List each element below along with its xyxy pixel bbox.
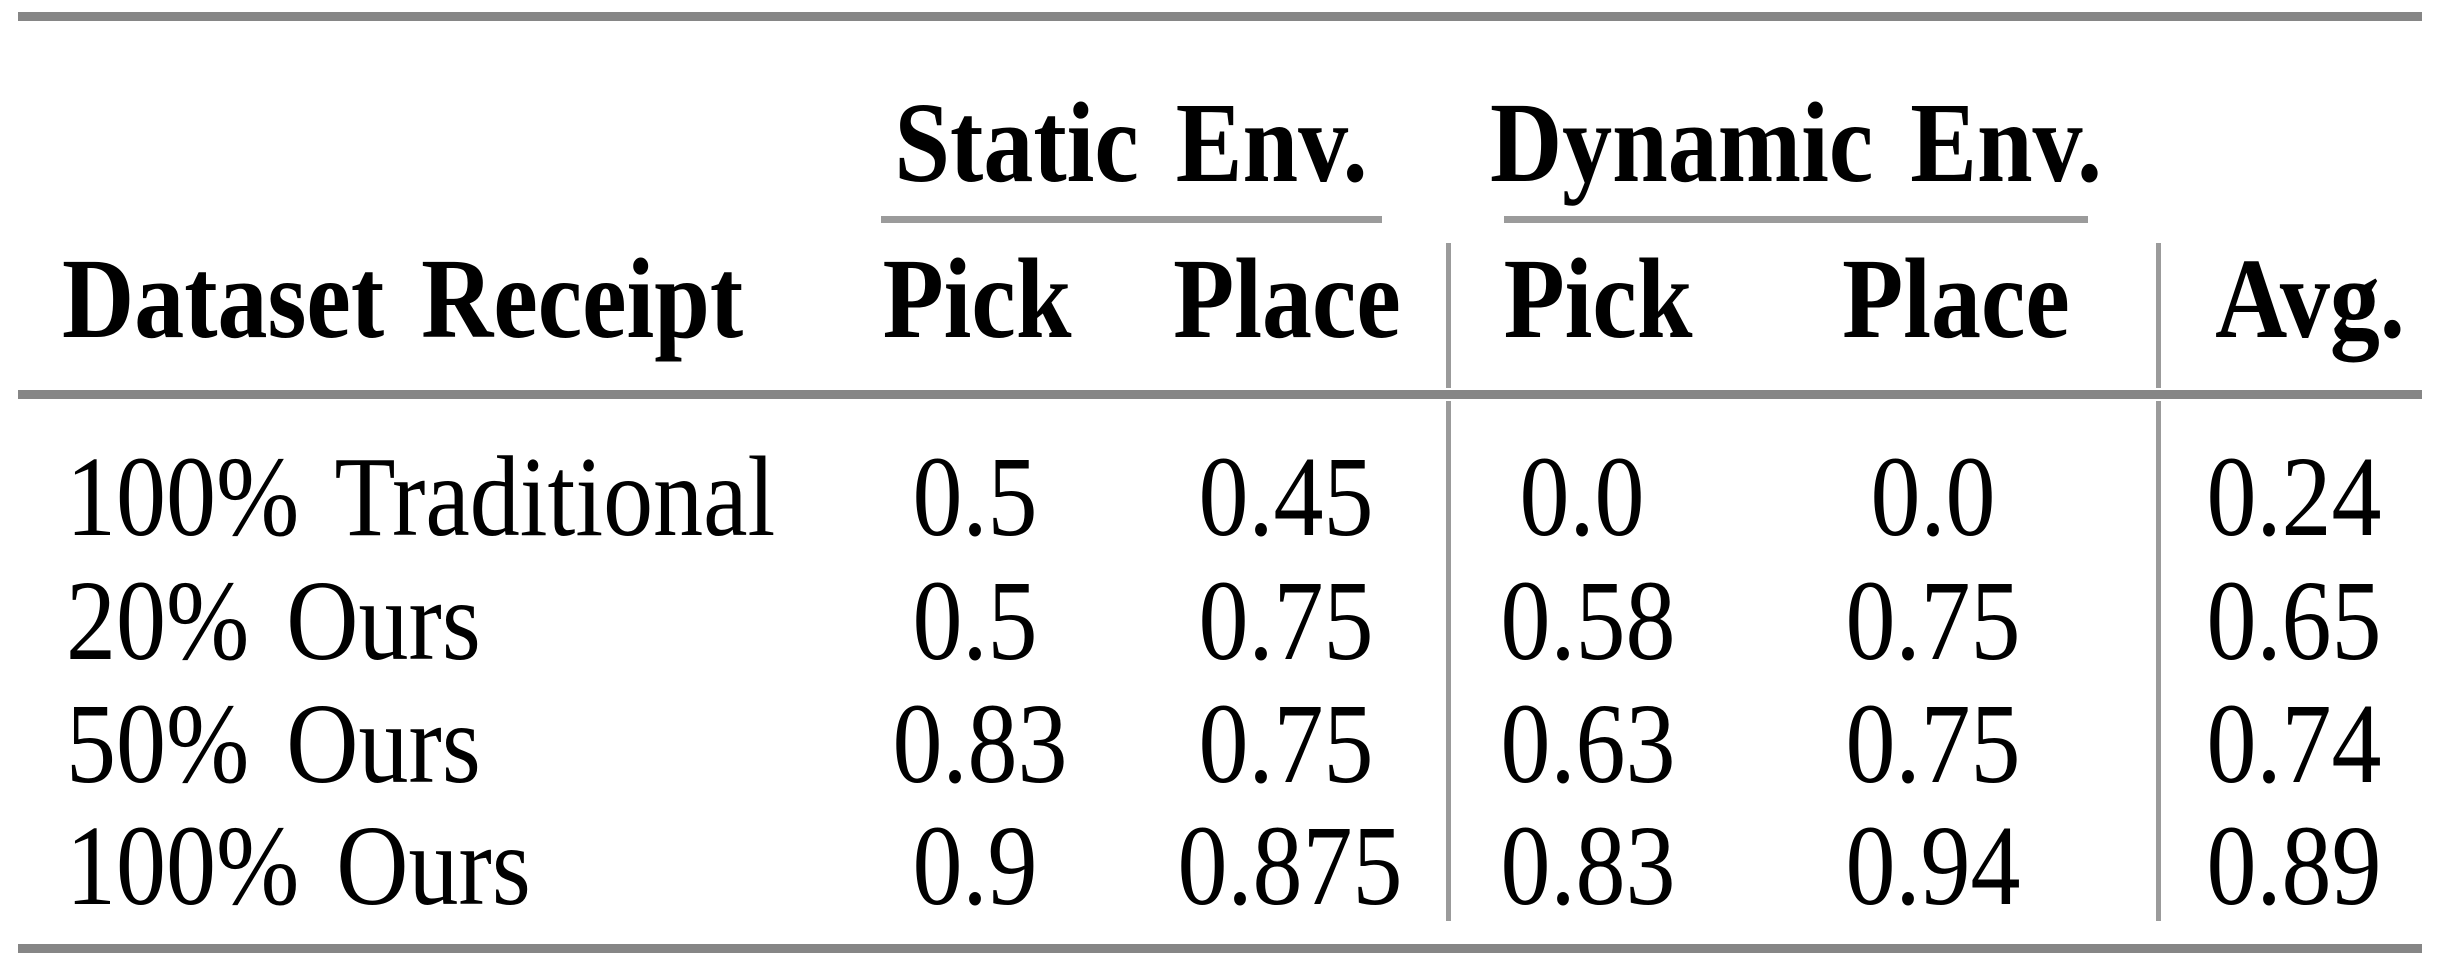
row-label: 100% Traditional (66, 432, 776, 561)
row-label: 20% Ours (66, 556, 481, 685)
column-header-avg: Avg. (2215, 234, 2405, 363)
group-header-static-env: Static Env. (894, 78, 1368, 207)
cell-static-pick: 0.9 (912, 801, 1038, 930)
vertical-separator-1-body (1446, 401, 1451, 921)
cell-dynamic-place: 0.0 (1870, 432, 1996, 561)
cell-avg: 0.74 (2206, 679, 2382, 808)
cell-dynamic-pick: 0.58 (1500, 556, 1676, 685)
cell-static-pick: 0.5 (912, 432, 1038, 561)
cell-dynamic-place: 0.94 (1845, 801, 2021, 930)
row-label: 50% Ours (66, 679, 481, 808)
vertical-separator-2-header (2156, 243, 2161, 388)
cell-avg: 0.65 (2206, 556, 2382, 685)
mid-rule (18, 390, 2422, 399)
vertical-separator-1-header (1446, 243, 1451, 388)
column-header-static-place: Place (1173, 234, 1401, 363)
column-header-dynamic-place: Place (1842, 234, 2070, 363)
cell-dynamic-place: 0.75 (1845, 679, 2021, 808)
cell-avg: 0.89 (2206, 801, 2382, 930)
cell-static-place: 0.45 (1198, 432, 1374, 561)
cell-dynamic-pick: 0.63 (1500, 679, 1676, 808)
cell-static-pick: 0.5 (912, 556, 1038, 685)
column-header-static-pick: Pick (882, 234, 1072, 363)
cell-avg: 0.24 (2206, 432, 2382, 561)
cmidrule-static (881, 216, 1382, 223)
vertical-separator-2-body (2156, 401, 2161, 921)
cell-dynamic-pick: 0.0 (1519, 432, 1645, 561)
cell-static-place: 0.75 (1198, 679, 1374, 808)
top-rule (18, 12, 2422, 21)
cell-static-place: 0.875 (1177, 801, 1403, 930)
cell-static-place: 0.75 (1198, 556, 1374, 685)
group-header-dynamic-env: Dynamic Env. (1489, 78, 2103, 207)
cell-dynamic-pick: 0.83 (1500, 801, 1676, 930)
column-header-dynamic-pick: Pick (1503, 234, 1693, 363)
row-label: 100% Ours (66, 801, 531, 930)
cell-static-pick: 0.83 (892, 679, 1068, 808)
cmidrule-dynamic (1504, 216, 2088, 223)
bottom-rule (18, 944, 2422, 953)
column-header-dataset-receipt: Dataset Receipt (62, 234, 744, 363)
cell-dynamic-place: 0.75 (1845, 556, 2021, 685)
